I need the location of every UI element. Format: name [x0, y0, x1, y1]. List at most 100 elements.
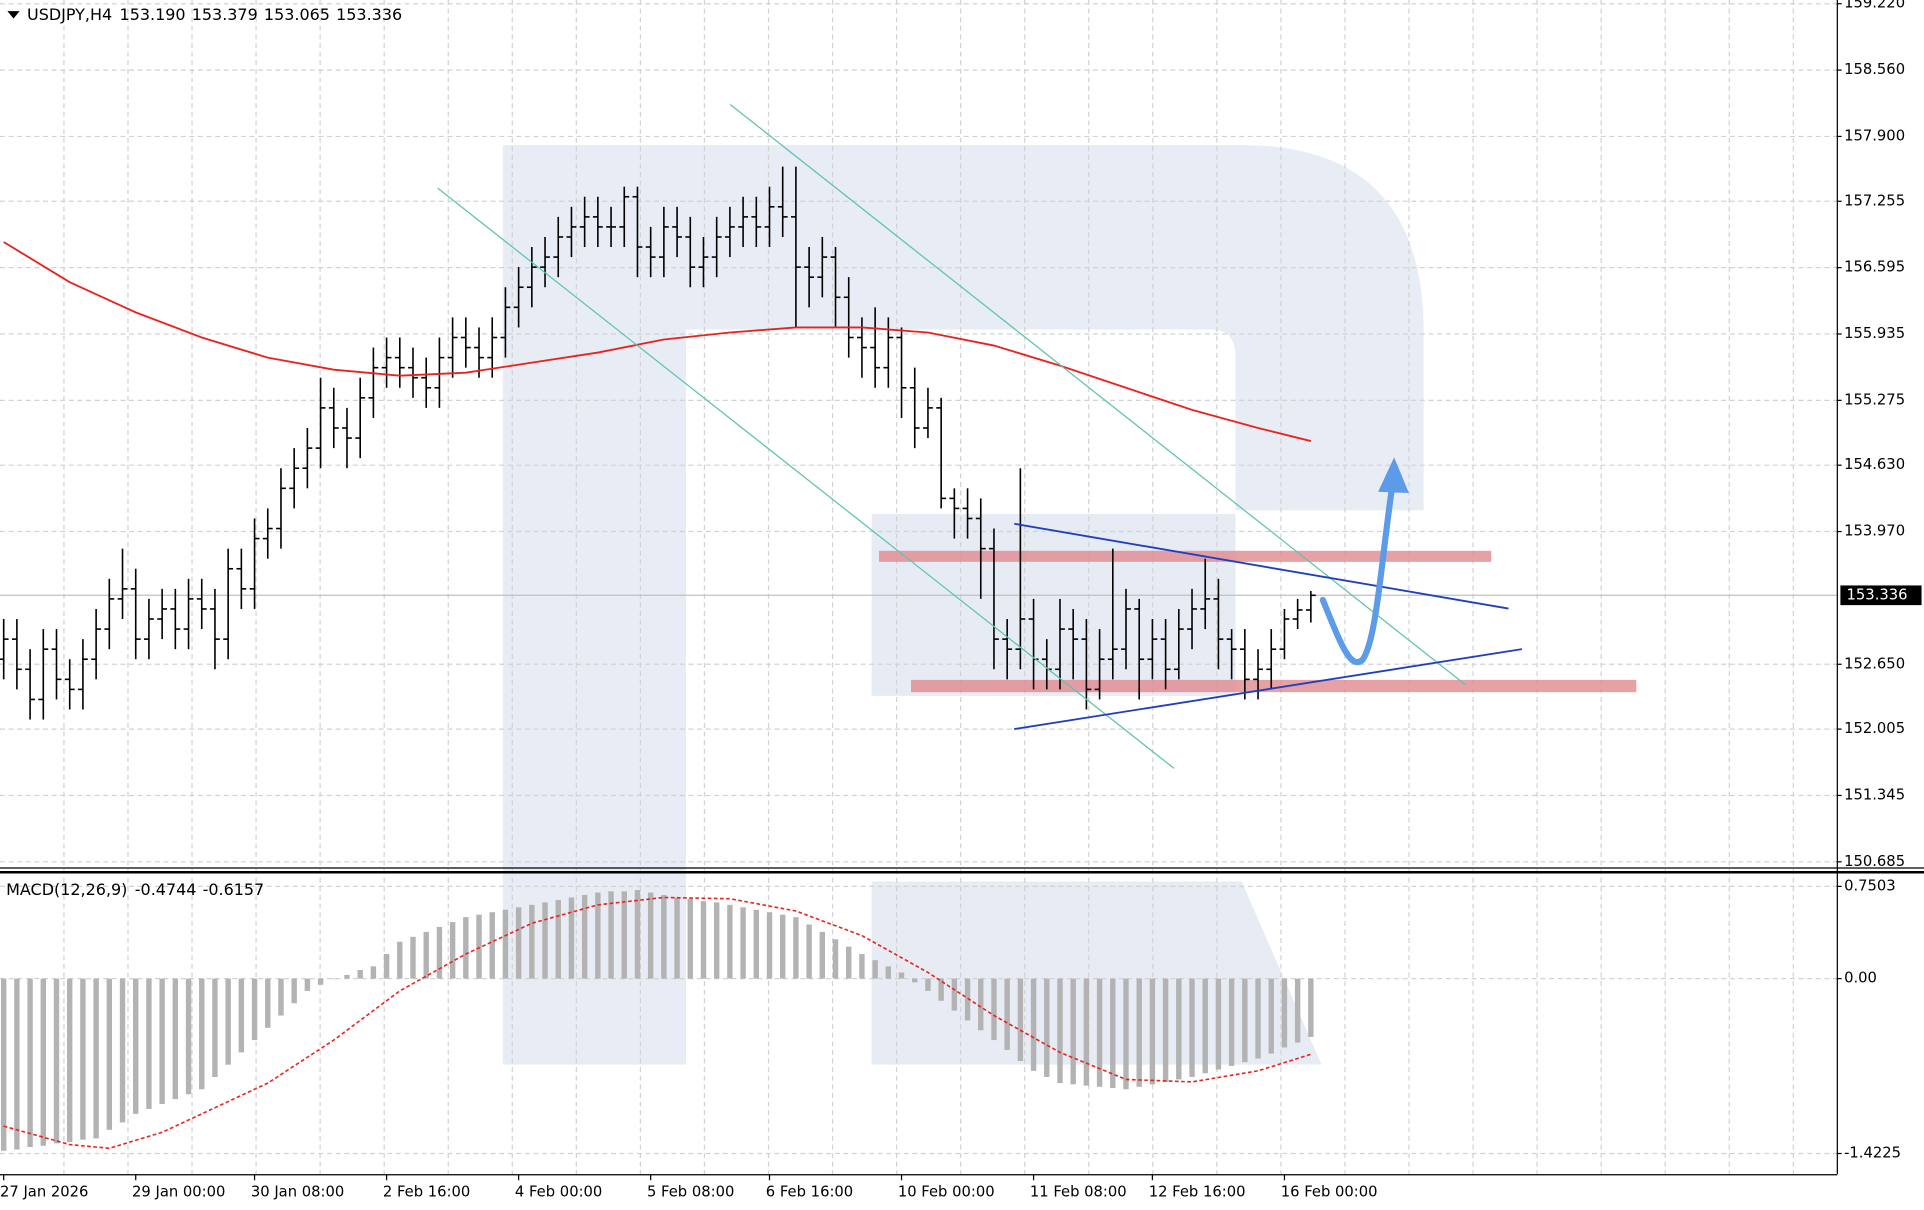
x-tick-label: 5 Feb 08:00 [647, 1184, 734, 1201]
macd-bar [753, 909, 760, 979]
macd-bar [133, 978, 139, 1114]
macd-bar [423, 931, 429, 979]
x-tick-label: 29 Jan 00:00 [132, 1184, 225, 1201]
chart-header: USDJPY,H4 153.190 153.379 153.065 153.336 [27, 4, 402, 23]
open-value: 153.190 [120, 4, 186, 23]
x-tick-label: 11 Feb 08:00 [1030, 1184, 1127, 1201]
signal-value: -0.6157 [203, 880, 265, 899]
macd-bar [713, 902, 720, 979]
macd-bar [1136, 978, 1142, 1087]
macd-bar [449, 922, 456, 979]
symbol: USDJPY,H4 [27, 4, 112, 23]
macd-bar [687, 898, 693, 979]
macd-bar [1255, 978, 1261, 1059]
macd-bar [1162, 978, 1169, 1082]
macd-bar [291, 978, 297, 1004]
macd-bar [925, 978, 931, 991]
frame [0, 0, 1924, 1181]
macd-bar [383, 954, 390, 979]
macd-bar [265, 978, 271, 1028]
x-tick-label: 10 Feb 00:00 [898, 1184, 995, 1201]
macd-bar [912, 978, 918, 983]
macd-bar [661, 895, 667, 979]
x-tick-label: 2 Feb 16:00 [383, 1184, 470, 1201]
y-tick-label: 157.900 [1844, 127, 1905, 144]
macd-bar [515, 907, 522, 979]
y-tick-label: 157.255 [1844, 192, 1905, 209]
macd-bar [780, 914, 786, 979]
watermark-stem [502, 145, 1424, 1065]
price-tag [1840, 585, 1922, 606]
macd-bar [1004, 978, 1010, 1050]
grid [0, 0, 1837, 1175]
macd-bar [1017, 978, 1024, 1061]
symbol-menu-arrow[interactable] [7, 11, 20, 19]
triangle-line [1014, 648, 1523, 730]
x-tick-label: 27 Jan 2026 [0, 1184, 88, 1201]
macd-bar [555, 899, 561, 979]
macd-bar [621, 891, 627, 979]
macd-bar [27, 978, 33, 1148]
macd-bar [1110, 978, 1116, 1089]
macd-bar [212, 978, 218, 1077]
macd-bar [1294, 978, 1301, 1043]
close-value: 153.336 [336, 4, 402, 23]
macd-bar [951, 978, 958, 1011]
moving-average [3, 241, 1312, 442]
y-tick-label: 153.970 [1844, 523, 1905, 540]
y-tick-label: 154.630 [1844, 456, 1905, 473]
macd-bar [846, 946, 852, 979]
channel-line [437, 187, 1175, 769]
macd-bar [1044, 978, 1050, 1077]
y-tick-label: 159.220 [1844, 0, 1905, 12]
macd-bar [331, 978, 337, 980]
macd-title: MACD(12,26,9) [6, 880, 127, 899]
macd-bar [502, 909, 509, 979]
macd-bar [766, 912, 773, 979]
macd-bar [581, 895, 588, 979]
macd-bar [793, 917, 799, 979]
high-value: 153.379 [192, 4, 258, 23]
macd-bar [40, 978, 47, 1146]
macd-bar [1228, 978, 1235, 1066]
y-tick-label: 0.00 [1844, 970, 1877, 987]
triangle-line [1014, 522, 1509, 610]
macd-bar [1268, 978, 1274, 1054]
macd-bar [727, 904, 733, 979]
forecast-arrowhead [1378, 457, 1409, 493]
y-tick-label: 158.560 [1844, 61, 1905, 78]
y-tick-label: 150.685 [1844, 853, 1905, 870]
macd-bar [740, 907, 746, 979]
macd-bar [185, 978, 192, 1095]
macd-bar [819, 931, 826, 979]
macd-bar [529, 904, 535, 979]
macd-bar [93, 978, 99, 1139]
macd-bar [1215, 978, 1222, 1070]
annotations [437, 104, 1523, 769]
macd-bar [1242, 978, 1248, 1063]
macd-bar [476, 914, 482, 979]
macd-value: -0.4744 [135, 880, 197, 899]
macd-bar [489, 912, 495, 979]
x-tick-label: 30 Jan 08:00 [251, 1184, 344, 1201]
signal-line [3, 896, 1312, 1150]
watermark-bowl [871, 513, 1236, 696]
y-tick-label: 155.275 [1844, 391, 1905, 408]
macd-bar [344, 974, 350, 979]
macd-bar [608, 891, 614, 979]
y-tick-label: 152.005 [1844, 720, 1905, 737]
resistance-zone [879, 550, 1492, 562]
x-tick-label: 16 Feb 00:00 [1281, 1184, 1378, 1201]
macd-bar [199, 978, 205, 1090]
macd-bar [1123, 978, 1129, 1090]
macd-bar [225, 978, 231, 1065]
y-tick-label: 0.7503 [1844, 877, 1896, 894]
macd-bar [568, 897, 575, 979]
macd-bar [53, 978, 60, 1144]
macd-bar [595, 892, 601, 979]
macd-bar [647, 892, 654, 979]
data [0, 166, 1316, 1151]
macd-bar [1030, 978, 1037, 1071]
support-zone [910, 679, 1637, 693]
